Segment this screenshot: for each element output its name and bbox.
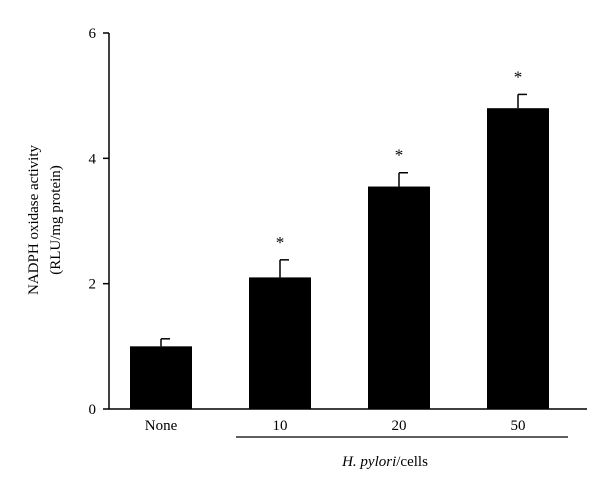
significance-marker: * (395, 146, 404, 165)
x-tick-label: 50 (511, 418, 526, 434)
bar (368, 186, 430, 409)
y-tick-label: 6 (89, 26, 97, 42)
bars-group: * * * (130, 67, 549, 409)
y-tick-label: 4 (89, 151, 97, 167)
y-axis-label-line1: NADPH oxidase activity (26, 145, 42, 295)
y-tick-label: 0 (89, 402, 97, 418)
x-axis-label-italic: H. pylori (341, 454, 396, 470)
x-axis-label: H. pylori/cells (341, 454, 428, 470)
x-tick-label: 20 (392, 418, 407, 434)
x-tick-label: None (145, 418, 178, 434)
y-axis-label-line2: (RLU/mg protein) (48, 165, 64, 275)
bar (249, 277, 311, 409)
significance-marker: * (276, 233, 285, 252)
x-tick-label: 10 (273, 418, 288, 434)
x-axis-label-rest: /cells (396, 454, 428, 470)
bar (487, 108, 549, 409)
significance-marker: * (514, 67, 523, 86)
y-tick-label: 2 (89, 277, 97, 293)
bar (130, 346, 192, 409)
